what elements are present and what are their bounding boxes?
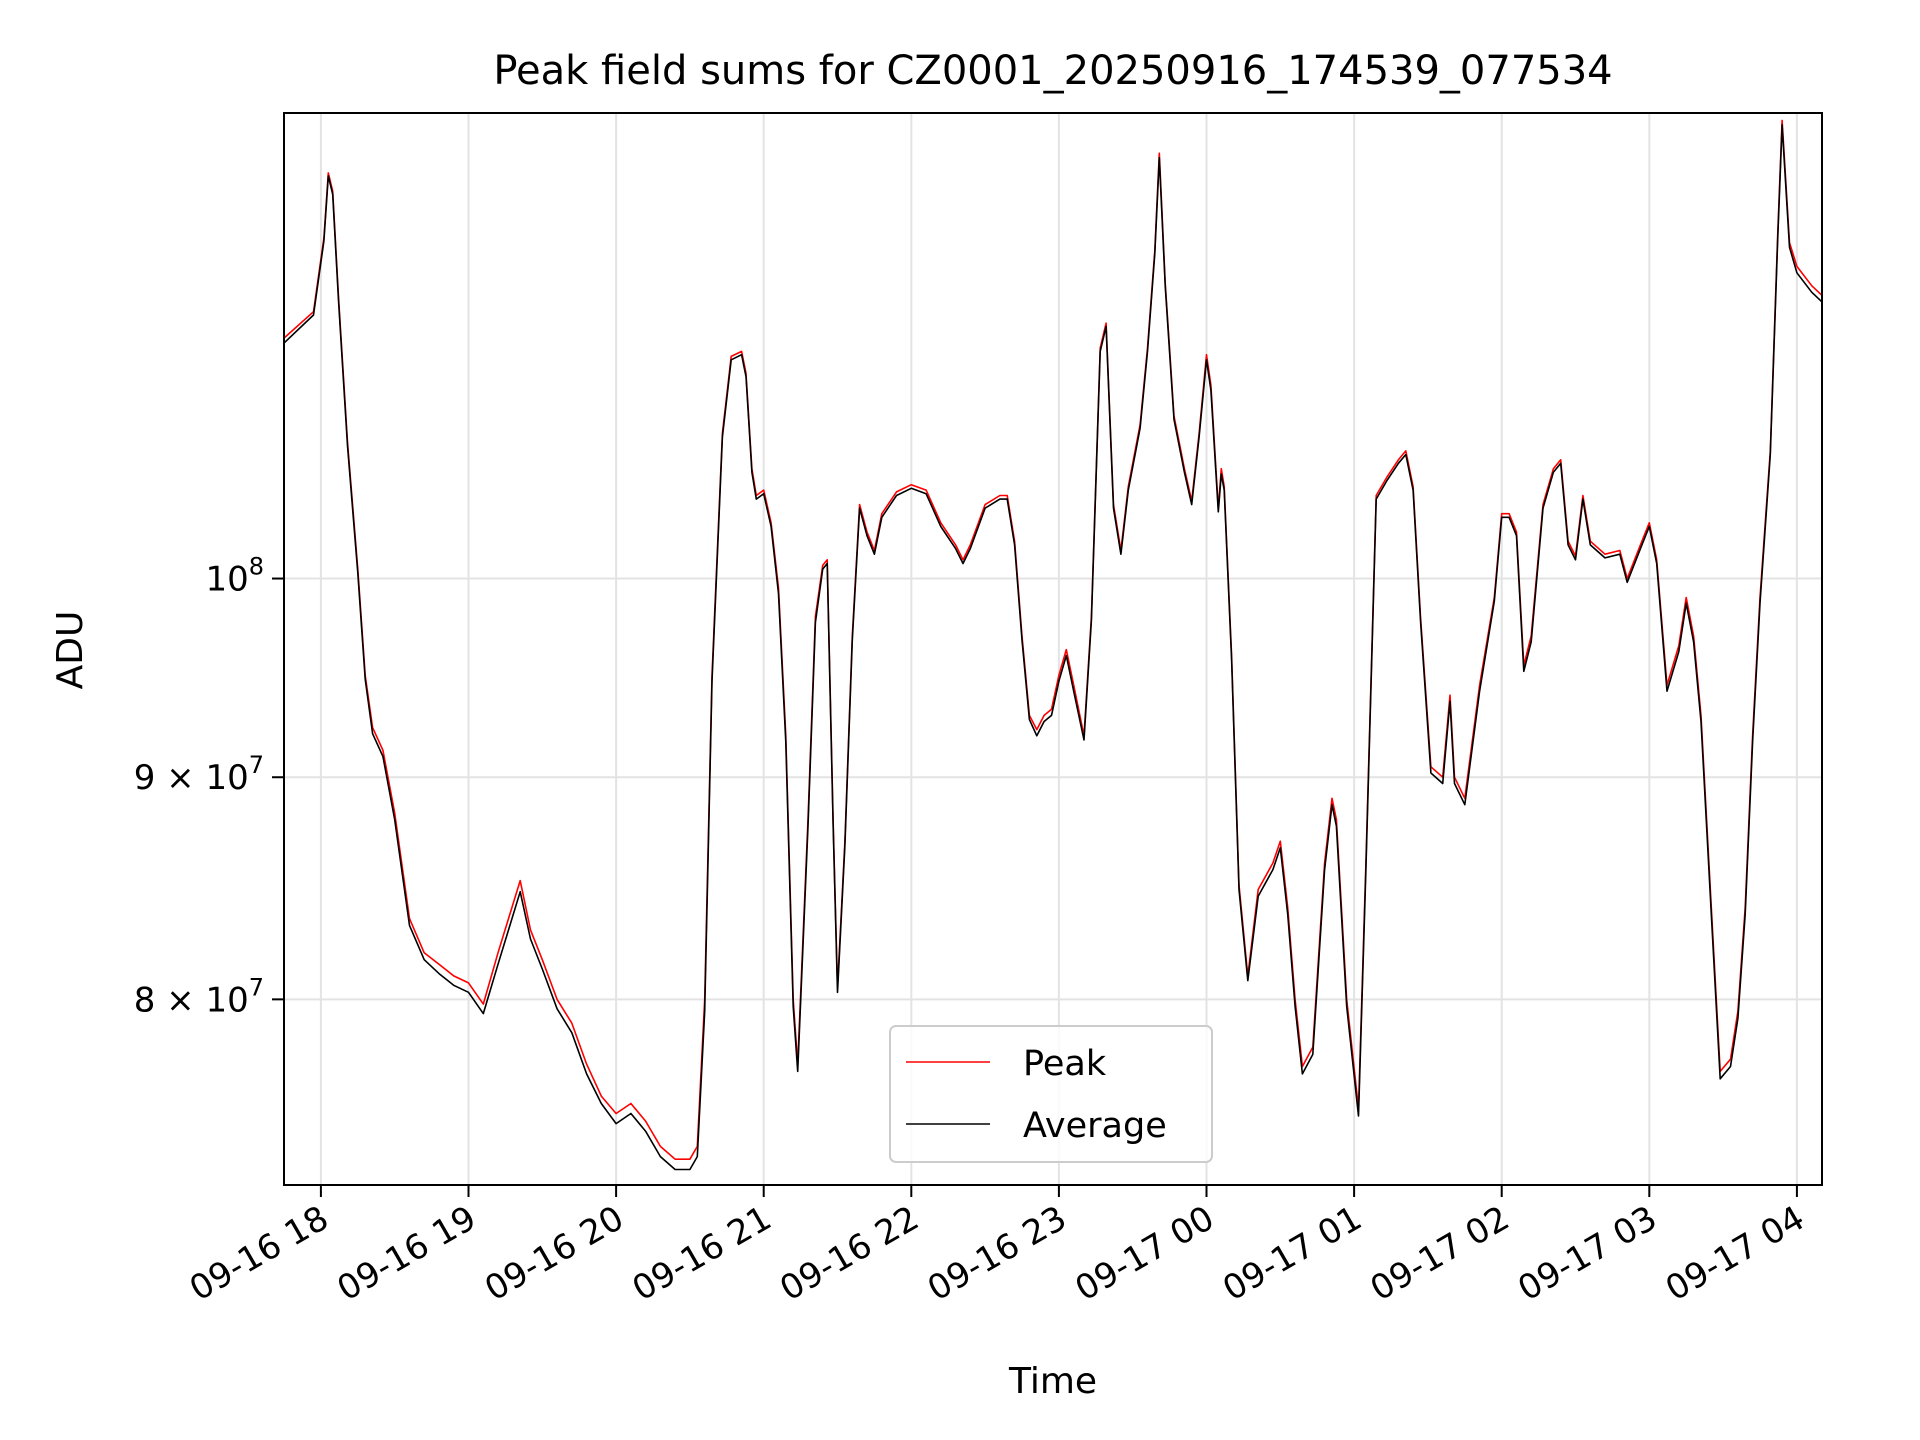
series-group	[283, 119, 1823, 1171]
legend: Peak Average	[889, 1025, 1213, 1163]
series-line-average	[283, 124, 1823, 1171]
chart-title: Peak field sums for CZ0001_20250916_1745…	[493, 48, 1612, 94]
legend-average-label: Average	[1023, 1106, 1167, 1146]
y-axis-label: ADU	[50, 611, 91, 690]
y-tick-label: 9 × 107	[134, 751, 264, 798]
grid	[284, 113, 1822, 1185]
y-axis: 8 × 107 9 × 107 108	[134, 553, 284, 1020]
plot-frame	[283, 112, 1823, 1186]
legend-peak-label: Peak	[1023, 1044, 1107, 1084]
x-axis-label: Time	[1008, 1361, 1097, 1402]
y-tick-label: 108	[205, 553, 264, 600]
y-tick-label: 8 × 107	[134, 973, 264, 1020]
legend-box	[889, 1025, 1213, 1163]
